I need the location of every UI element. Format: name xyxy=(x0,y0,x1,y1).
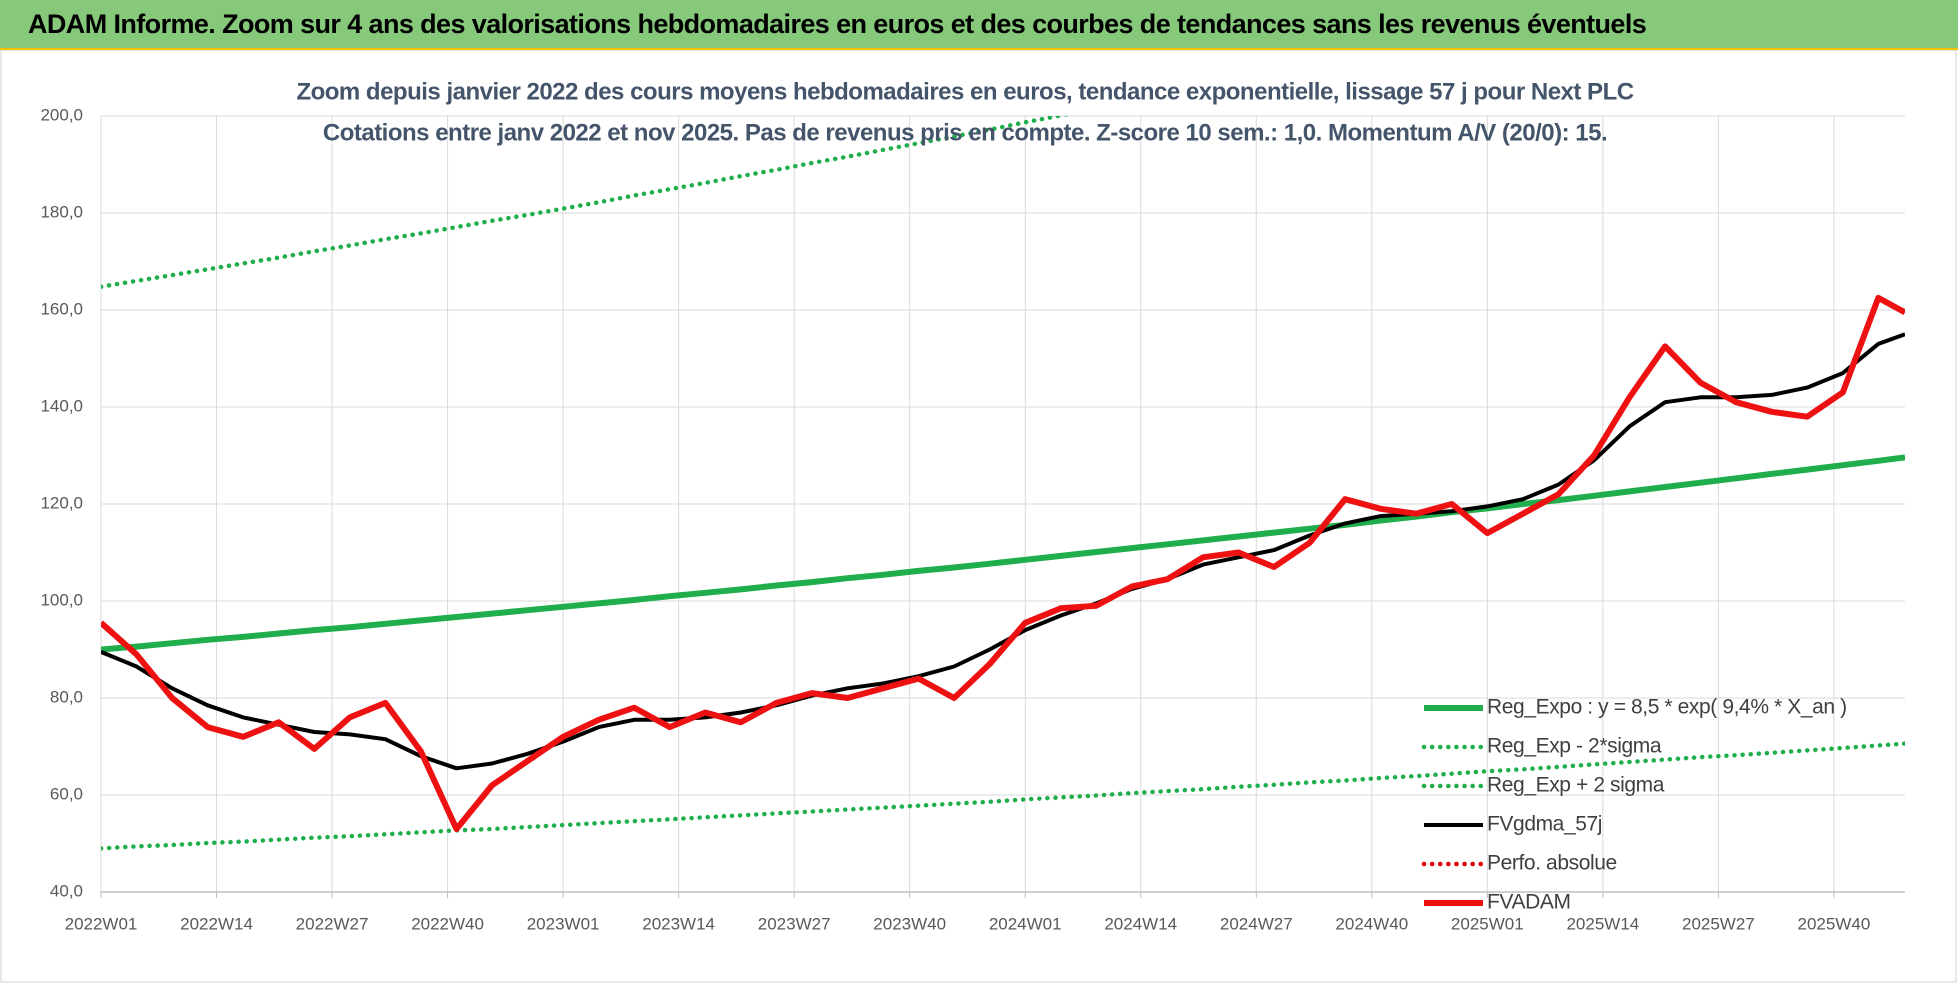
x-tick-label: 2025W40 xyxy=(1798,914,1871,933)
legend-label: FVgdma_57j xyxy=(1487,813,1602,836)
header-banner: ADAM Informe. Zoom sur 4 ans des valoris… xyxy=(0,0,1958,50)
x-tick-label: 2022W01 xyxy=(65,914,138,933)
y-tick-label: 40,0 xyxy=(50,881,83,900)
y-tick-label: 120,0 xyxy=(40,493,83,512)
y-tick-label: 140,0 xyxy=(40,396,83,415)
series-line xyxy=(101,454,1905,653)
x-tick-label: 2025W14 xyxy=(1566,914,1639,933)
legend-label: Reg_Exp - 2*sigma xyxy=(1487,735,1662,758)
y-tick-label: 60,0 xyxy=(50,784,83,803)
legend-label: Reg_Exp + 2 sigma xyxy=(1487,774,1665,797)
x-tick-label: 2022W14 xyxy=(180,914,253,933)
y-tick-label: 200,0 xyxy=(40,105,83,124)
x-tick-label: 2023W14 xyxy=(642,914,715,933)
chart-subtitle: Cotations entre janv 2022 et nov 2025. P… xyxy=(323,119,1607,146)
x-tick-label: 2024W27 xyxy=(1220,914,1293,933)
y-tick-label: 80,0 xyxy=(50,687,83,706)
chart-frame xyxy=(0,50,1957,983)
x-tick-label: 2024W14 xyxy=(1104,914,1177,933)
chart: 40,0 60,0 80,0 100,0 120,0 140,0 160,0 180,0 200… xyxy=(0,50,1957,983)
series-line xyxy=(101,116,1071,289)
y-tick-label: 100,0 xyxy=(40,590,83,609)
x-tick-label: 2023W27 xyxy=(758,914,831,933)
series-line xyxy=(101,294,1905,832)
y-tick-label: 160,0 xyxy=(40,299,83,318)
chart-title: Zoom depuis janvier 2022 des cours moyen… xyxy=(296,78,1633,105)
header-title: ADAM Informe. Zoom sur 4 ans des valoris… xyxy=(28,9,1647,39)
x-tick-label: 2025W27 xyxy=(1682,914,1755,933)
x-tick-label: 2022W40 xyxy=(411,914,484,933)
x-tick-label: 2023W01 xyxy=(527,914,600,933)
x-tick-label: 2025W01 xyxy=(1451,914,1524,933)
x-tick-label: 2022W27 xyxy=(296,914,369,933)
x-tick-label: 2024W40 xyxy=(1335,914,1408,933)
y-tick-label: 180,0 xyxy=(40,202,83,221)
legend-label: Reg_Expo : y = 8,5 * exp( 9,4% * X_an ) xyxy=(1487,696,1847,719)
legend-label: Perfo. absolue xyxy=(1487,852,1617,875)
legend-label: FVADAM xyxy=(1487,891,1571,914)
x-tick-label: 2023W40 xyxy=(873,914,946,933)
series-line xyxy=(101,741,1905,851)
x-tick-label: 2024W01 xyxy=(989,914,1062,933)
